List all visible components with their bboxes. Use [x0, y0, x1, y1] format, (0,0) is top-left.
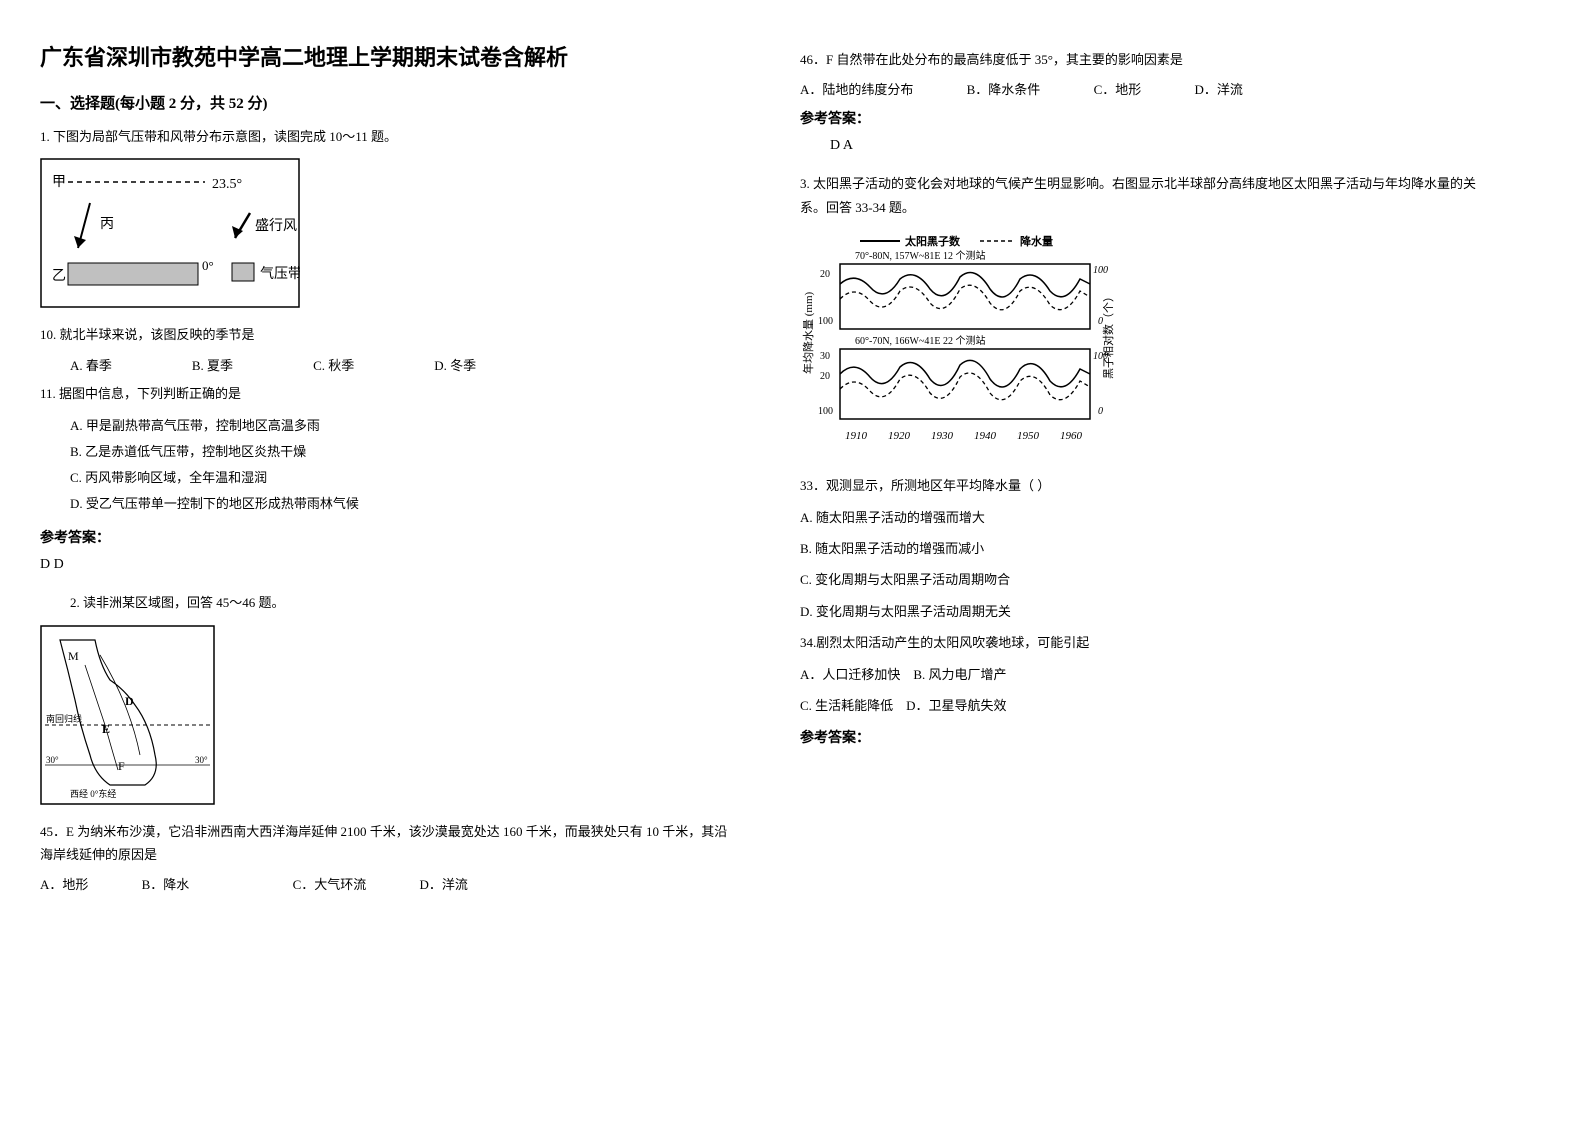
label-0: 0° [202, 258, 214, 273]
label-m: M [68, 649, 79, 663]
answer-text: D D [40, 557, 740, 573]
ylabel-left: 年均降水量 (mm) [801, 292, 815, 375]
q3-sub34-options: A．人口迁移加快 B. 风力电厂增产 C. 生活耗能降低 D．卫星导航失效 [800, 663, 1500, 718]
answer-label: 参考答案： [800, 727, 1500, 747]
q1-sub10-options: A. 春季 B. 夏季 C. 秋季 D. 冬季 [70, 355, 740, 374]
q2-sub45: 45．E 为纳米布沙漠，它沿非洲西南大西洋海岸延伸 2100 千米，该沙漠最宽处… [40, 820, 740, 867]
left-column: 广东省深圳市教苑中学高二地理上学期期末试卷含解析 一、选择题(每小题 2 分，共… [40, 40, 740, 911]
q3-intro: 3. 太阳黑子活动的变化会对地球的气候产生明显影响。右图显示北半球部分高纬度地区… [800, 172, 1500, 219]
opt-a: A．地形 [40, 874, 88, 893]
svg-text:1940: 1940 [974, 430, 997, 442]
svg-text:1910: 1910 [845, 430, 868, 442]
opt-a: A．人口迁移加快 [800, 667, 900, 682]
label-tropic: 南回归线 [46, 713, 82, 724]
svg-text:1960: 1960 [1060, 430, 1083, 442]
q2-sub46-options: A．陆地的纬度分布 B．降水条件 C．地形 D．洋流 [800, 79, 1500, 98]
svg-text:30: 30 [820, 351, 830, 362]
svg-text:100: 100 [818, 406, 833, 417]
q3-figure: 太阳黑子数 降水量 70°-80N, 157W~81E 12 个测站 20 10… [800, 229, 1500, 459]
label-jia: 甲 [52, 175, 66, 190]
opt-c: C. 变化周期与太阳黑子活动周期吻合 [800, 568, 1500, 591]
label-yi: 乙 [52, 268, 66, 284]
label-pressure: 气压带 [260, 266, 300, 282]
opt-c: C. 丙风带影响区域，全年温和湿润 [70, 465, 740, 491]
q3-sub33-options: A. 随太阳黑子活动的增强而增大 B. 随太阳黑子活动的增强而减小 C. 变化周… [800, 506, 1500, 624]
opt-a: A. 甲是副热带高气压带，控制地区高温多雨 [70, 413, 740, 439]
opt-b: B. 风力电厂增产 [913, 667, 1006, 682]
question-2-cont: 46．F 自然带在此处分布的最高纬度低于 35°，其主要的影响因素是 A．陆地的… [800, 48, 1500, 154]
svg-text:100: 100 [1093, 265, 1108, 276]
q3-sub34: 34.剧烈太阳活动产生的太阳风吹袭地球，可能引起 [800, 631, 1500, 654]
q1-figure: 甲 23.5° 丙 乙 0° 盛行风 气压带 [40, 158, 740, 308]
label-axis: 西经 0°东经 [70, 788, 116, 799]
opt-c: C．地形 [1094, 79, 1142, 98]
q1-sub11-options: A. 甲是副热带高气压带，控制地区高温多雨 B. 乙是赤道低气压带，控制地区炎热… [70, 413, 740, 517]
q3-sub33: 33．观测显示，所测地区年平均降水量（ ） [800, 474, 1500, 497]
label-d: D [125, 694, 134, 708]
answer-label: 参考答案： [800, 108, 1500, 128]
opt-a: A．陆地的纬度分布 [800, 79, 913, 98]
opt-a: A. 春季 [70, 355, 112, 374]
q2-sub45-options: A．地形 B．降水 C．大气环流 D．洋流 [40, 874, 740, 893]
label-wind: 盛行风 [255, 218, 297, 234]
label-e: E [102, 722, 110, 736]
q2-sub46: 46．F 自然带在此处分布的最高纬度低于 35°，其主要的影响因素是 [800, 48, 1500, 71]
label-bing: 丙 [100, 217, 114, 232]
opt-d: D．洋流 [1194, 79, 1242, 98]
opt-d: D. 冬季 [434, 355, 476, 374]
svg-text:0: 0 [1098, 406, 1103, 417]
opt-d: D．卫星导航失效 [906, 698, 1006, 713]
svg-text:20: 20 [820, 371, 830, 382]
label-f: F [118, 759, 125, 773]
opt-b: B. 乙是赤道低气压带，控制地区炎热干燥 [70, 439, 740, 465]
opt-d: D. 变化周期与太阳黑子活动周期无关 [800, 600, 1500, 623]
opt-d: D. 受乙气压带单一控制下的地区形成热带雨林气候 [70, 491, 740, 517]
question-2: 2. 读非洲某区域图，回答 45～46 题。 M D E F 南回归线 30° … [40, 591, 740, 893]
opt-c: C. 生活耗能降低 [800, 698, 893, 713]
label-235: 23.5° [212, 177, 242, 192]
q2-figure: M D E F 南回归线 30° 30° 西经 0°东经 [40, 625, 740, 805]
legend-sunspot: 太阳黑子数 [904, 234, 961, 248]
svg-text:1930: 1930 [931, 430, 954, 442]
opt-a: A. 随太阳黑子活动的增强而增大 [800, 506, 1500, 529]
page-title: 广东省深圳市教苑中学高二地理上学期期末试卷含解析 [40, 40, 740, 72]
question-1: 1. 下图为局部气压带和风带分布示意图，读图完成 10～11 题。 甲 23.5… [40, 125, 740, 573]
question-3: 3. 太阳黑子活动的变化会对地球的气候产生明显影响。右图显示北半球部分高纬度地区… [800, 172, 1500, 747]
opt-b: B．降水条件 [967, 79, 1041, 98]
right-column: 46．F 自然带在此处分布的最高纬度低于 35°，其主要的影响因素是 A．陆地的… [800, 40, 1500, 911]
station-top: 70°-80N, 157W~81E 12 个测站 [855, 249, 986, 262]
svg-text:1920: 1920 [888, 430, 911, 442]
svg-text:20: 20 [820, 269, 830, 280]
station-bottom: 60°-70N, 166W~41E 22 个测站 [855, 334, 986, 347]
opt-d: D．洋流 [419, 874, 467, 893]
ylabel-right: 黑子相对数（个） [1101, 291, 1115, 379]
opt-c: C. 秋季 [313, 355, 354, 374]
svg-text:1950: 1950 [1017, 430, 1040, 442]
opt-c: C．大气环流 [293, 874, 367, 893]
svg-text:30°: 30° [195, 755, 208, 765]
opt-b: B. 夏季 [192, 355, 233, 374]
q2-intro: 2. 读非洲某区域图，回答 45～46 题。 [70, 591, 740, 614]
label-30: 30° [46, 755, 59, 765]
opt-b: B．降水 [142, 874, 190, 893]
q1-sub11: 11. 据图中信息，下列判断正确的是 [40, 382, 740, 405]
opt-b: B. 随太阳黑子活动的增强而减小 [800, 537, 1500, 560]
legend-rain: 降水量 [1020, 234, 1053, 248]
section-header: 一、选择题(每小题 2 分，共 52 分) [40, 92, 740, 113]
svg-text:100: 100 [818, 316, 833, 327]
answer-text: D A [830, 138, 1500, 154]
q1-intro: 1. 下图为局部气压带和风带分布示意图，读图完成 10～11 题。 [40, 125, 740, 148]
answer-label: 参考答案： [40, 527, 740, 547]
q1-sub10: 10. 就北半球来说，该图反映的季节是 [40, 323, 740, 346]
